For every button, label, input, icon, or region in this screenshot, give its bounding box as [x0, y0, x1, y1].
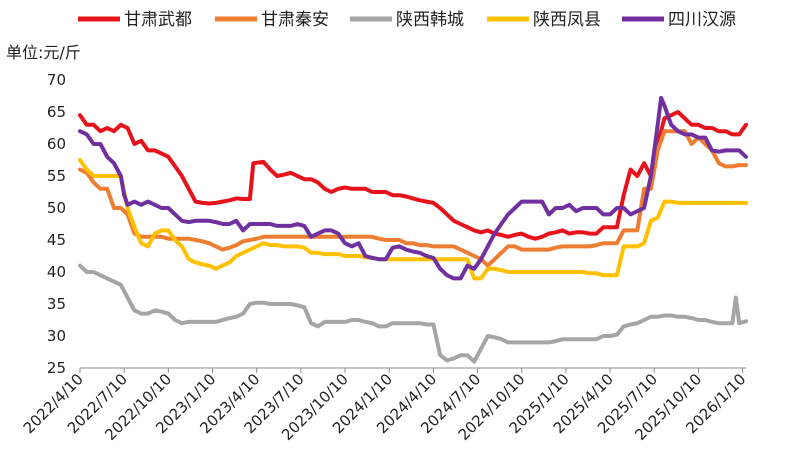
- chart-legend: 甘肃武都 甘肃秦安 陕西韩城 陕西凤县 四川汉源: [78, 10, 736, 30]
- y-tick-label: 35: [47, 295, 66, 313]
- y-tick-label: 40: [47, 263, 66, 281]
- series-line-2: [78, 129, 748, 268]
- y-tick-label: 60: [47, 135, 66, 153]
- series-line-4: [78, 158, 748, 281]
- y-tick-label: 55: [47, 167, 66, 185]
- series-line-5: [78, 95, 748, 281]
- y-tick-label: 50: [47, 199, 66, 217]
- y-tick-label: 30: [47, 327, 66, 345]
- series-line-1: [78, 110, 748, 241]
- y-tick-label: 65: [47, 103, 66, 121]
- plot-area: [78, 95, 748, 364]
- x-axis: 2022/4/102022/7/102022/10/102023/1/10202…: [20, 367, 749, 444]
- legend-label-2: 甘肃秦安: [261, 10, 329, 30]
- y-axis: 25 30 35 40 45 50 55 60 65 70: [47, 71, 66, 377]
- series-line-3: [78, 263, 748, 364]
- y-axis-unit-label: 单位:元/斤: [6, 43, 81, 62]
- legend-label-1: 甘肃武都: [124, 10, 192, 30]
- y-tick-label: 25: [47, 359, 66, 377]
- legend-label-3: 陕西韩城: [396, 10, 464, 30]
- legend-label-4: 陕西凤县: [533, 10, 601, 30]
- y-tick-label: 45: [47, 231, 66, 249]
- y-tick-label: 70: [47, 71, 66, 89]
- legend-label-5: 四川汉源: [668, 10, 736, 30]
